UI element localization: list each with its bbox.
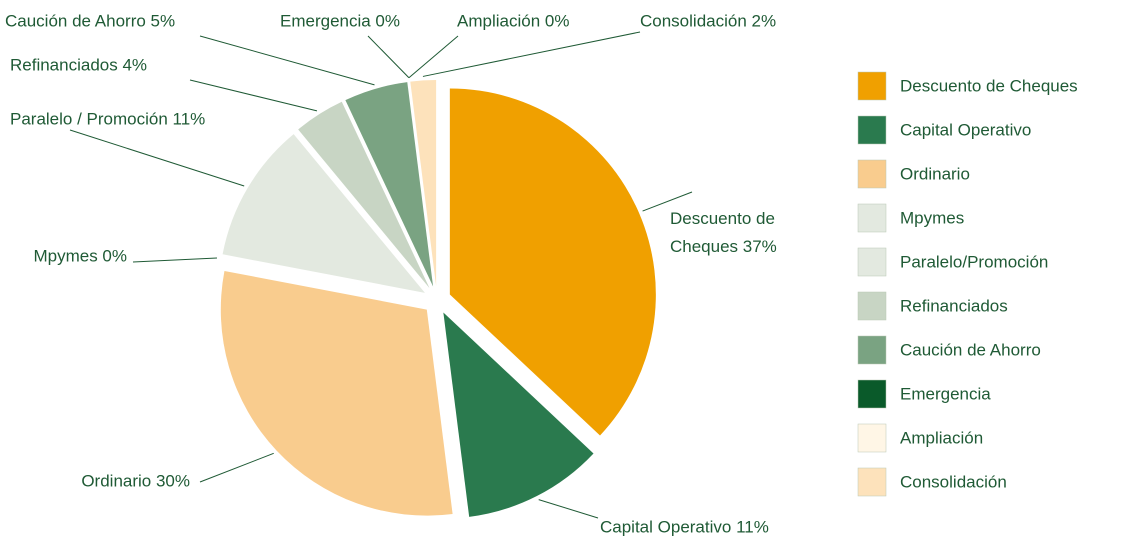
pie-slice bbox=[443, 312, 594, 517]
legend-swatch bbox=[857, 115, 887, 145]
pie-slice bbox=[222, 134, 425, 293]
data-label: Refinanciados 4% bbox=[10, 55, 147, 74]
legend-swatch bbox=[857, 379, 887, 409]
legend-swatch bbox=[857, 467, 887, 497]
leader-line bbox=[367, 35, 410, 79]
legend-swatch bbox=[857, 247, 887, 277]
data-label: Ampliación 0% bbox=[457, 11, 569, 30]
data-label: Ordinario 30% bbox=[81, 471, 190, 490]
legend-swatch bbox=[857, 203, 887, 233]
legend-label: Capital Operativo bbox=[900, 120, 1031, 139]
legend-swatch bbox=[857, 159, 887, 189]
data-label: Paralelo / Promoción 11% bbox=[10, 109, 205, 128]
leader-line bbox=[538, 499, 599, 519]
legend-label: Consolidación bbox=[900, 472, 1007, 491]
legend-swatch bbox=[857, 71, 887, 101]
data-label: Consolidación 2% bbox=[640, 11, 776, 30]
leader-line bbox=[199, 35, 375, 86]
leader-line bbox=[69, 129, 245, 187]
pie-slice bbox=[449, 88, 656, 436]
leader-line bbox=[132, 257, 217, 263]
data-label: Capital Operativo 11% bbox=[600, 517, 769, 536]
legend-label: Emergencia bbox=[900, 384, 991, 403]
legend-swatch bbox=[857, 423, 887, 453]
legend-label: Descuento de Cheques bbox=[900, 76, 1078, 95]
legend-label: Paralelo/Promoción bbox=[900, 252, 1048, 271]
legend-label: Ordinario bbox=[900, 164, 970, 183]
legend-label: Refinanciados bbox=[900, 296, 1008, 315]
leader-line bbox=[199, 452, 274, 483]
leader-line bbox=[408, 35, 459, 79]
leader-line bbox=[189, 79, 318, 112]
leader-line bbox=[422, 31, 641, 77]
legend-label: Ampliación bbox=[900, 428, 983, 447]
legend-label: Mpymes bbox=[900, 208, 964, 227]
pie-slice bbox=[298, 101, 430, 289]
data-label: Emergencia 0% bbox=[280, 11, 400, 30]
pie-slice bbox=[220, 270, 453, 516]
pie-slice bbox=[410, 80, 437, 287]
data-label-line: Cheques 37% bbox=[670, 237, 777, 256]
leader-line bbox=[642, 191, 693, 212]
data-label-line: Descuento de bbox=[670, 209, 780, 228]
legend-swatch bbox=[857, 291, 887, 321]
legend-swatch bbox=[857, 335, 887, 365]
legend-label: Caución de Ahorro bbox=[900, 340, 1041, 359]
data-label: Mpymes 0% bbox=[33, 246, 127, 265]
pie-slice bbox=[345, 82, 434, 287]
data-label: Caución de Ahorro 5% bbox=[5, 11, 175, 30]
data-label: Descuento de Cheques 37% bbox=[670, 209, 780, 256]
